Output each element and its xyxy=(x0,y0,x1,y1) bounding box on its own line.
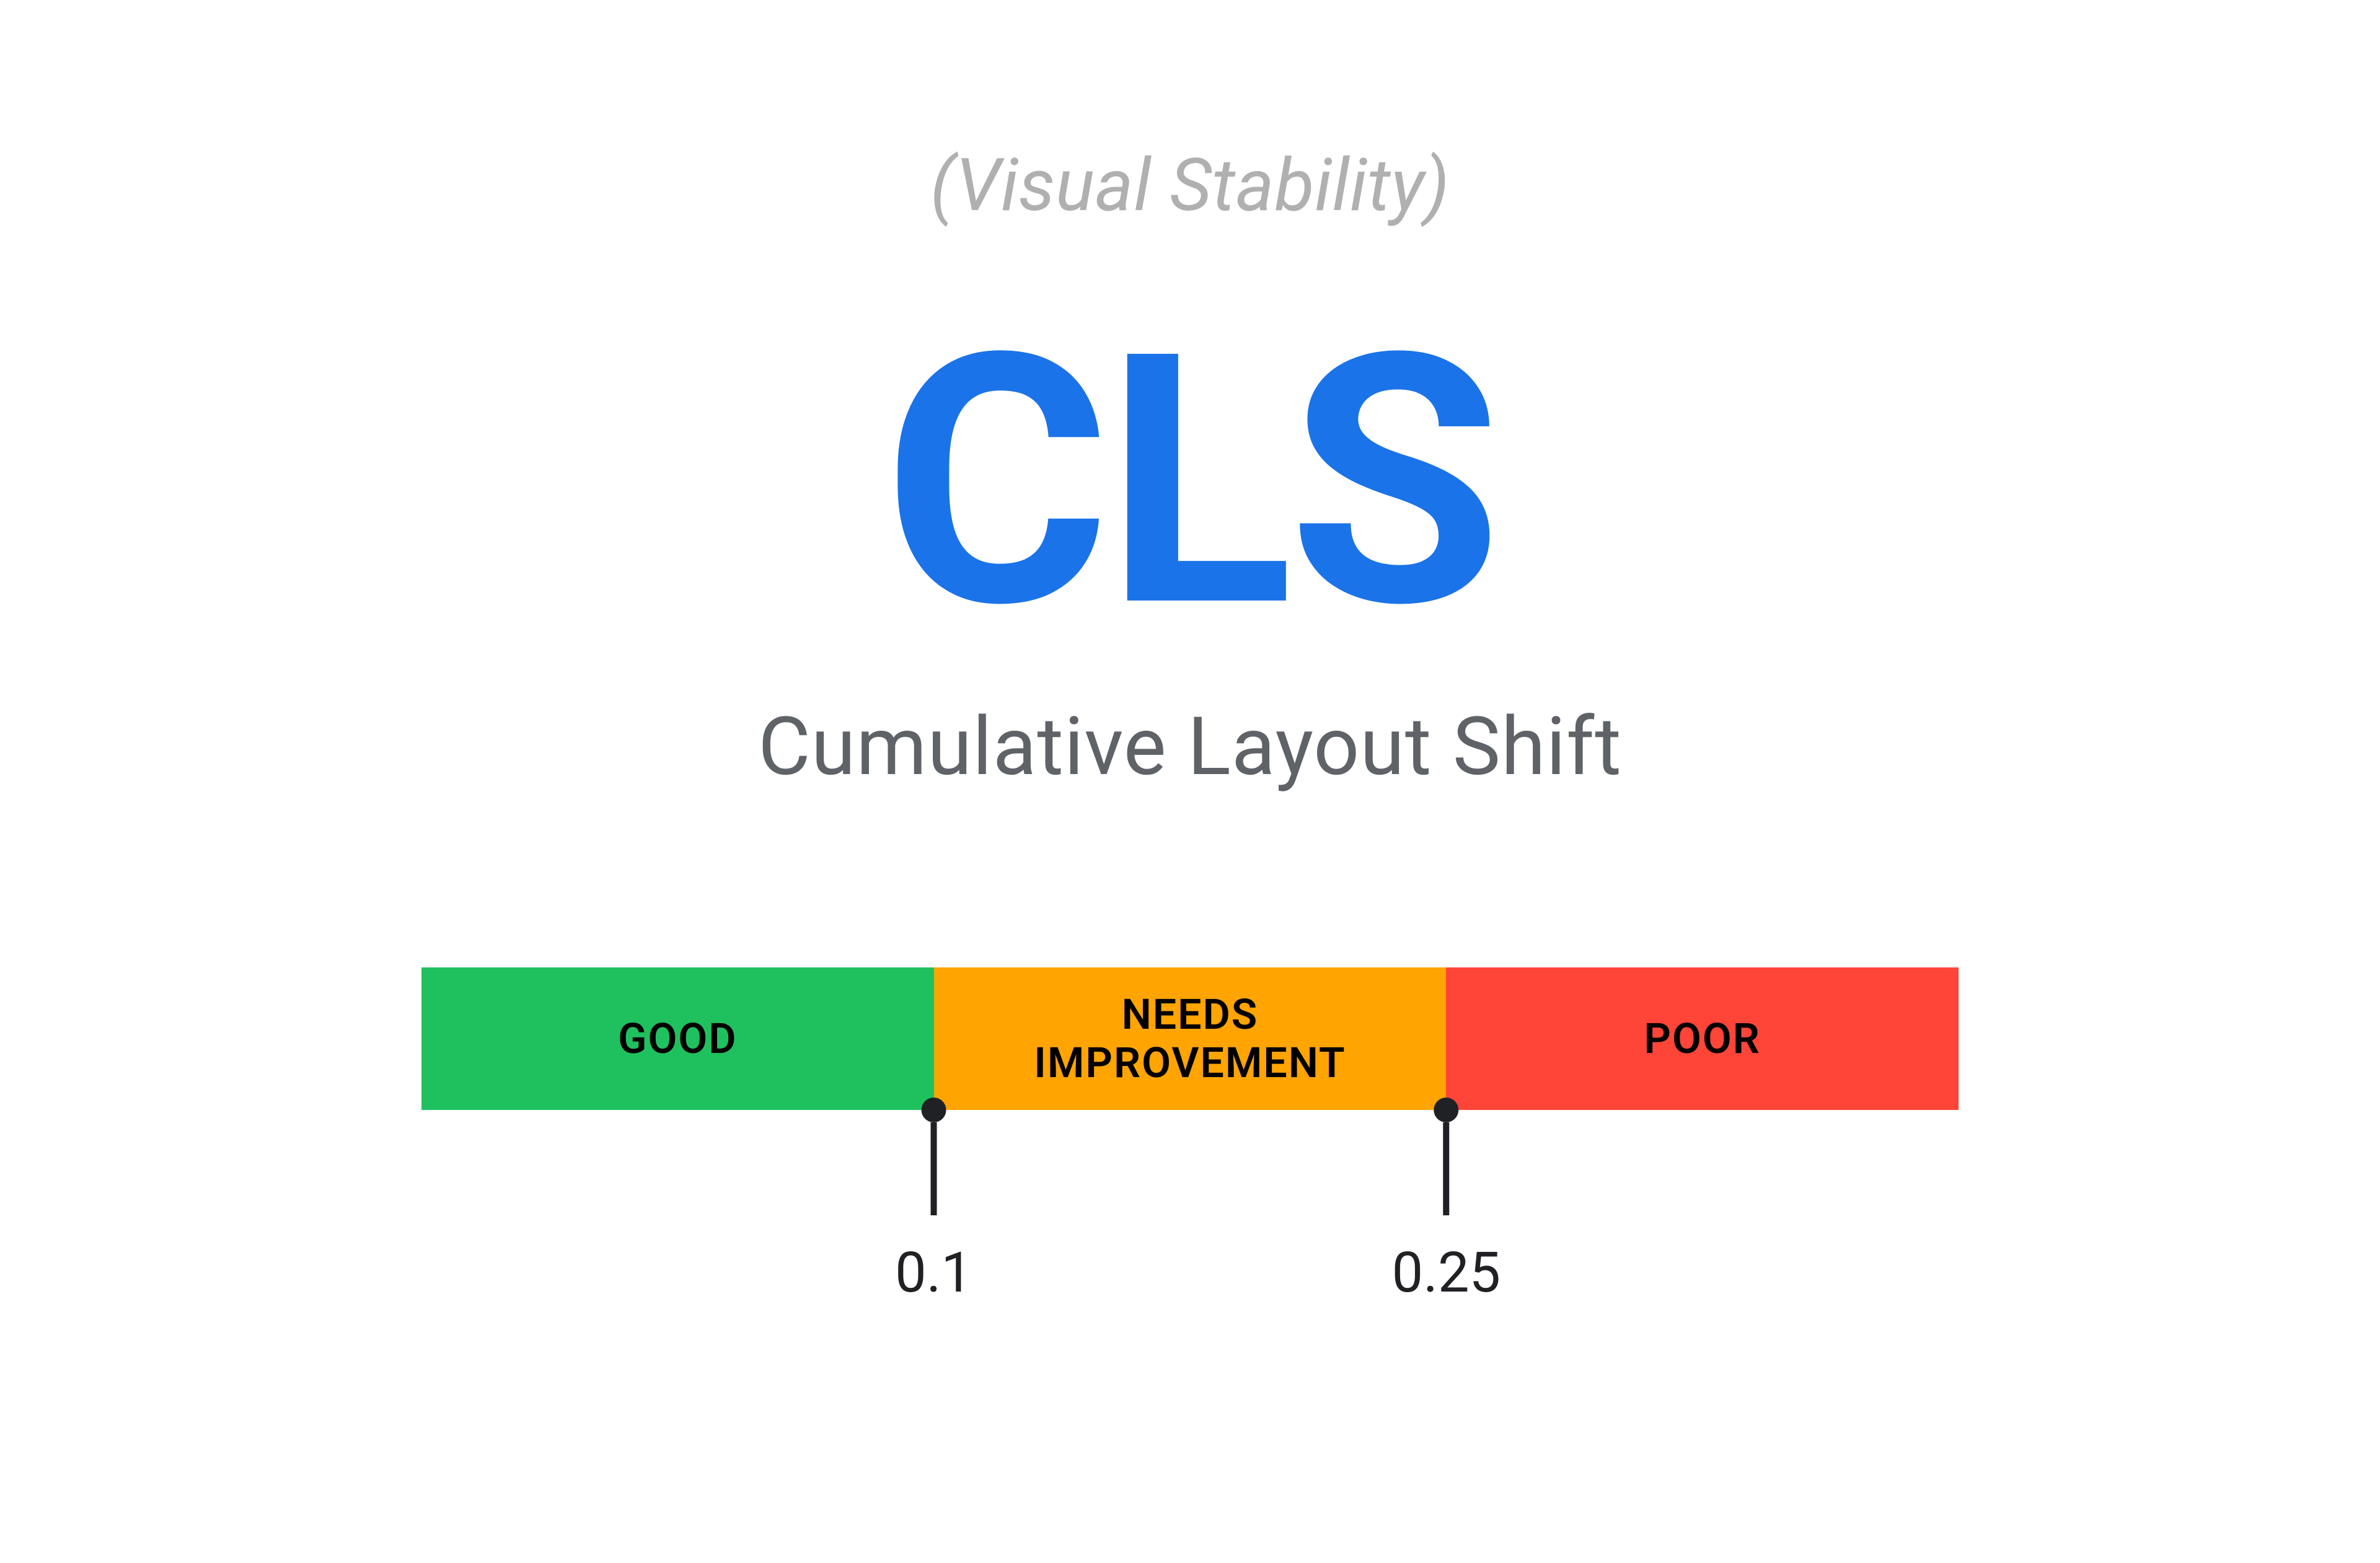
segment-poor: POOR xyxy=(1446,967,1959,1110)
marker-line-icon xyxy=(1443,1122,1449,1215)
marker-dot-icon xyxy=(922,1098,946,1122)
segment-label: NEEDS IMPROVEMENT xyxy=(1034,990,1346,1087)
segment-label: GOOD xyxy=(618,1015,737,1063)
subtitle-top: (Visual Stability) xyxy=(930,143,1450,228)
threshold-markers: 0.1 0.25 xyxy=(421,1110,1959,1296)
threshold-scale: GOOD NEEDS IMPROVEMENT POOR 0.1 0.25 xyxy=(421,967,1959,1296)
scale-bar: GOOD NEEDS IMPROVEMENT POOR xyxy=(421,967,1959,1110)
threshold-marker: 0.25 xyxy=(1392,1098,1501,1305)
metric-full-name: Cumulative Layout Shift xyxy=(758,699,1622,794)
metric-acronym: CLS xyxy=(883,309,1497,656)
threshold-marker: 0.1 xyxy=(895,1098,972,1305)
segment-good: GOOD xyxy=(421,967,934,1110)
segment-needs-improvement: NEEDS IMPROVEMENT xyxy=(934,967,1447,1110)
threshold-value: 0.25 xyxy=(1392,1240,1501,1305)
marker-line-icon xyxy=(931,1122,937,1215)
marker-dot-icon xyxy=(1434,1098,1458,1122)
segment-label: POOR xyxy=(1644,1015,1761,1063)
threshold-value: 0.1 xyxy=(895,1240,972,1305)
